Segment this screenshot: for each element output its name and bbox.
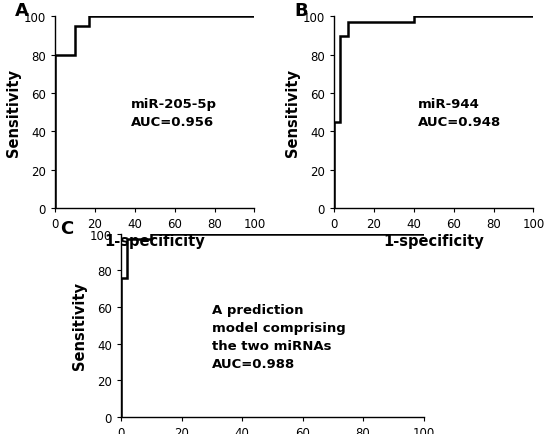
Text: B: B [294,2,308,20]
Text: A prediction
model comprising
the two miRNAs
AUC=0.988: A prediction model comprising the two mi… [212,304,345,371]
Y-axis label: Sensitivity: Sensitivity [72,282,87,369]
X-axis label: 1-specificity: 1-specificity [104,233,205,248]
X-axis label: 1-specificity: 1-specificity [383,233,484,248]
Text: C: C [60,220,74,238]
Y-axis label: Sensitivity: Sensitivity [285,69,300,157]
Text: miR-944
AUC=0.948: miR-944 AUC=0.948 [418,98,501,128]
Y-axis label: Sensitivity: Sensitivity [6,69,21,157]
Text: miR-205-5p
AUC=0.956: miR-205-5p AUC=0.956 [131,98,217,128]
Text: A: A [15,2,29,20]
